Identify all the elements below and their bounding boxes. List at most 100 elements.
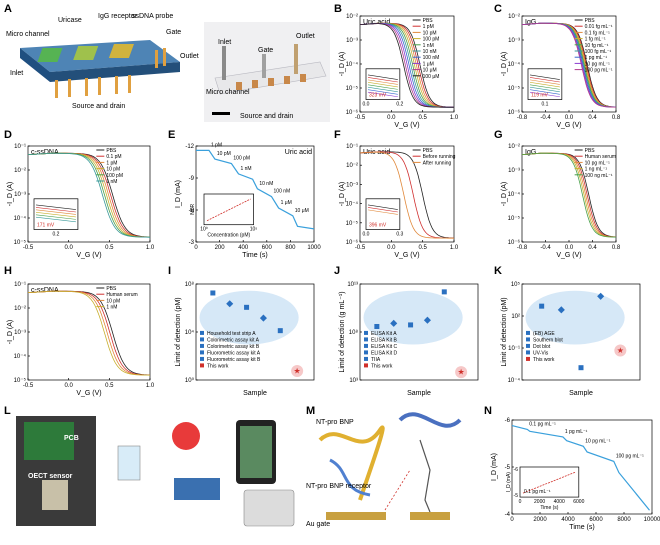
chart-e-step-label: 100 nM	[274, 189, 291, 195]
chart-d-inset-line-0	[35, 204, 76, 210]
chart-i-legend-marker	[200, 337, 204, 342]
chart-h-series-2	[27, 290, 150, 376]
chart-b-legend-label: 1 pM	[423, 24, 434, 30]
a-label-gate: Gate	[166, 29, 181, 36]
chart-i-point	[210, 290, 216, 296]
chart-d-legend-label: 1 nM	[106, 179, 117, 185]
chart-b-xtick-label: 0.0	[387, 115, 396, 121]
chart-j-legend-label: This work	[371, 363, 393, 369]
chart-j-point	[441, 289, 447, 295]
chart-g-series-4	[521, 152, 616, 238]
chart-j-point-halo	[455, 366, 468, 379]
panel-letter-b: B	[334, 3, 342, 15]
panel-letter-n: N	[484, 405, 492, 417]
chart-i-legend-label: Colorimetric assay kit B	[207, 344, 260, 350]
chart-i-legend-marker	[200, 356, 204, 361]
chart-n-inset-ylabel: I_D (mA)	[506, 472, 512, 492]
chart-e-inset-line	[206, 198, 251, 222]
chart-e-inset-xtick: 10⁵	[250, 227, 258, 233]
chart-j-point	[374, 323, 380, 329]
chart-c-ytick-label: 10⁻⁴	[508, 61, 521, 68]
chart-n-inset-xtick: 0	[519, 499, 522, 505]
chart-b-inset-annotation: 323 mV	[369, 93, 387, 99]
chart-d-legend-label: 10 pM	[106, 167, 120, 173]
chart-d-ytick-label: 10⁻¹	[14, 144, 26, 150]
chart-e-title: Uric acid	[285, 149, 312, 156]
chart-e-xtick-label: 600	[262, 245, 273, 251]
chart-d-ytick-label: 10⁻²	[14, 168, 26, 174]
chart-c-inset-xtick: 0.1	[541, 102, 548, 108]
chart-i-legend-label: Fluorometric assay kit B	[207, 357, 261, 363]
a-label-micro-channel: Micro channel	[6, 31, 50, 38]
chart-d-series-5	[27, 152, 150, 238]
chart-h-series-3	[27, 290, 151, 376]
chart-g-legend-label: Human serum	[585, 154, 616, 160]
chart-k-xlabel: Sample	[569, 390, 593, 397]
chart-d-legend-label: 100 pM	[106, 173, 123, 179]
chart-j-ylabel: Limit of detection (g mL⁻¹)	[339, 291, 346, 372]
chart-h-xtick-label: -0.5	[23, 383, 34, 389]
chart-i-legend-marker	[200, 350, 204, 355]
chart-k-legend-label: Southern blot	[533, 337, 563, 343]
chart-b-ytick-label: 10⁻⁶	[346, 109, 359, 116]
chart-j-region	[363, 290, 463, 345]
panel-letter-c: C	[494, 3, 502, 15]
chart-k-ytick-label: 10²	[511, 314, 520, 320]
chart-f-legend-label: Before running	[423, 154, 456, 160]
chart-f-ytick-label: 10⁻⁶	[346, 239, 359, 246]
a-label-inlet: Inlet	[10, 70, 23, 77]
chart-c-legend-label: 1 fg mL⁻¹	[585, 37, 606, 43]
chart-n-step-label: 10 pg mL⁻¹	[585, 438, 610, 444]
chart-d-title: c-ssDNA	[31, 149, 59, 156]
chart-n-xtick-label: 6000	[589, 517, 603, 523]
chart-k-point-halo	[614, 344, 627, 357]
chart-h-ytick-label: 10⁻³	[14, 330, 26, 336]
panel-letter-h: H	[4, 265, 12, 277]
a-photo-label-inlet: Inlet	[218, 39, 231, 46]
chart-k-legend-marker	[526, 343, 530, 348]
chart-f-ylabel: -I_D (A)	[339, 182, 346, 207]
chart-f-xtick-label: 0.0	[387, 245, 396, 251]
chart-b-legend-label: 100 μM	[423, 74, 440, 80]
chart-k-legend-marker	[526, 350, 530, 355]
chart-j-legend-label: TIIA	[371, 357, 381, 363]
chart-j-legend-marker	[364, 343, 368, 348]
m-label-receptor: NT-pro BNP receptor	[306, 483, 372, 490]
chart-n-inset-xtick: 4000	[554, 499, 565, 505]
chart-f-inset-xtick: 0.0	[363, 232, 370, 238]
chart-b-xtick-label: 1.0	[450, 115, 459, 121]
chart-e-inset-ylabel: NCR	[190, 204, 196, 215]
chart-f-ytick-label: 10⁻¹	[346, 144, 358, 150]
chart-c-inset-line-0	[529, 74, 560, 80]
chart-c-series-8	[521, 22, 616, 108]
chart-k-point: ★	[617, 346, 624, 355]
chart-f-inset-line-1	[367, 207, 398, 213]
chart-e-step-label: 10 pM	[217, 151, 231, 157]
chart-b-ytick-label: 10⁻⁴	[346, 61, 359, 68]
chart-b-inset-line-7	[367, 91, 398, 98]
chart-h-ytick-label: 10⁻⁴	[14, 353, 27, 360]
chart-c-xtick-label: -0.8	[517, 115, 528, 121]
chart-b-inset-line-6	[367, 89, 398, 95]
chart-i-legend-label: This work	[207, 363, 229, 369]
chart-n-step-label: 100 pg mL⁻¹	[616, 453, 644, 459]
chart-b-inset-line-0	[367, 74, 398, 80]
chart-h-ylabel: -I_D (A)	[7, 320, 14, 345]
chart-h-series-1	[27, 290, 151, 376]
chart-e-ytick-label: -12	[185, 144, 194, 150]
chart-c-xtick-label: 0.4	[588, 115, 597, 121]
chart-e-step-label: 1 nM	[240, 166, 251, 172]
chart-c-legend-label: 10 fg mL⁻¹	[585, 43, 609, 49]
panel-l-illustration: PCB OECT sensor	[16, 416, 295, 527]
chart-n-step-label: 0.1 pg mL⁻¹	[529, 421, 556, 427]
chart-f-ytick-label: 10⁻³	[346, 182, 358, 188]
chart-f-legend-label: After running	[423, 160, 452, 166]
chart-h-legend-label: PBS	[106, 286, 117, 292]
chart-f-xtick-label: -0.5	[355, 245, 366, 251]
chart-c-inset-line-6	[529, 89, 560, 95]
chart-e-step-label: 1 μM	[281, 200, 292, 206]
chart-b-ytick-label: 10⁻⁵	[346, 85, 359, 92]
chart-e-plot-frame	[195, 145, 315, 243]
chart-h-legend-label: 1 nM	[106, 305, 117, 311]
chart-i-legend-label: Colorimetric assay kit A	[207, 337, 260, 343]
